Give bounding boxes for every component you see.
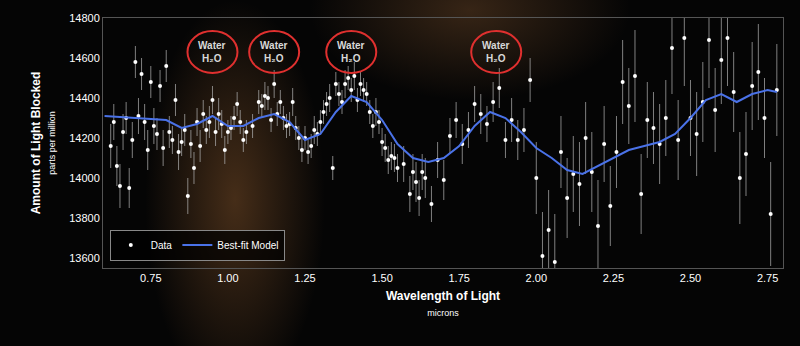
svg-text:14000: 14000 [69, 172, 100, 184]
svg-text:1.25: 1.25 [294, 272, 315, 284]
svg-text:WaterH₂O: WaterH₂O [337, 40, 365, 64]
svg-text:1.00: 1.00 [217, 272, 238, 284]
svg-text:14400: 14400 [69, 92, 100, 104]
svg-text:Wavelength of Lightmicrons: Wavelength of Lightmicrons [386, 289, 500, 318]
svg-text:1.75: 1.75 [448, 272, 469, 284]
svg-text:WaterH₂O: WaterH₂O [260, 40, 288, 64]
svg-text:14200: 14200 [69, 132, 100, 144]
svg-text:14800: 14800 [69, 12, 100, 24]
svg-text:1.50: 1.50 [371, 272, 392, 284]
svg-text:WaterH₂O: WaterH₂O [198, 40, 226, 64]
svg-text:13800: 13800 [69, 212, 100, 224]
svg-text:2.25: 2.25 [603, 272, 624, 284]
svg-text:Amount of Light Blockedparts p: Amount of Light Blockedparts per million [29, 72, 58, 215]
svg-text:14600: 14600 [69, 52, 100, 64]
svg-text:2.50: 2.50 [680, 272, 701, 284]
svg-text:13600: 13600 [69, 252, 100, 264]
svg-text:WaterH₂O: WaterH₂O [482, 40, 510, 64]
svg-text:2.00: 2.00 [526, 272, 547, 284]
svg-text:Best-fit Model: Best-fit Model [217, 240, 278, 251]
svg-text:0.75: 0.75 [140, 272, 161, 284]
svg-text:2.75: 2.75 [757, 272, 778, 284]
svg-text:Data: Data [151, 240, 173, 251]
